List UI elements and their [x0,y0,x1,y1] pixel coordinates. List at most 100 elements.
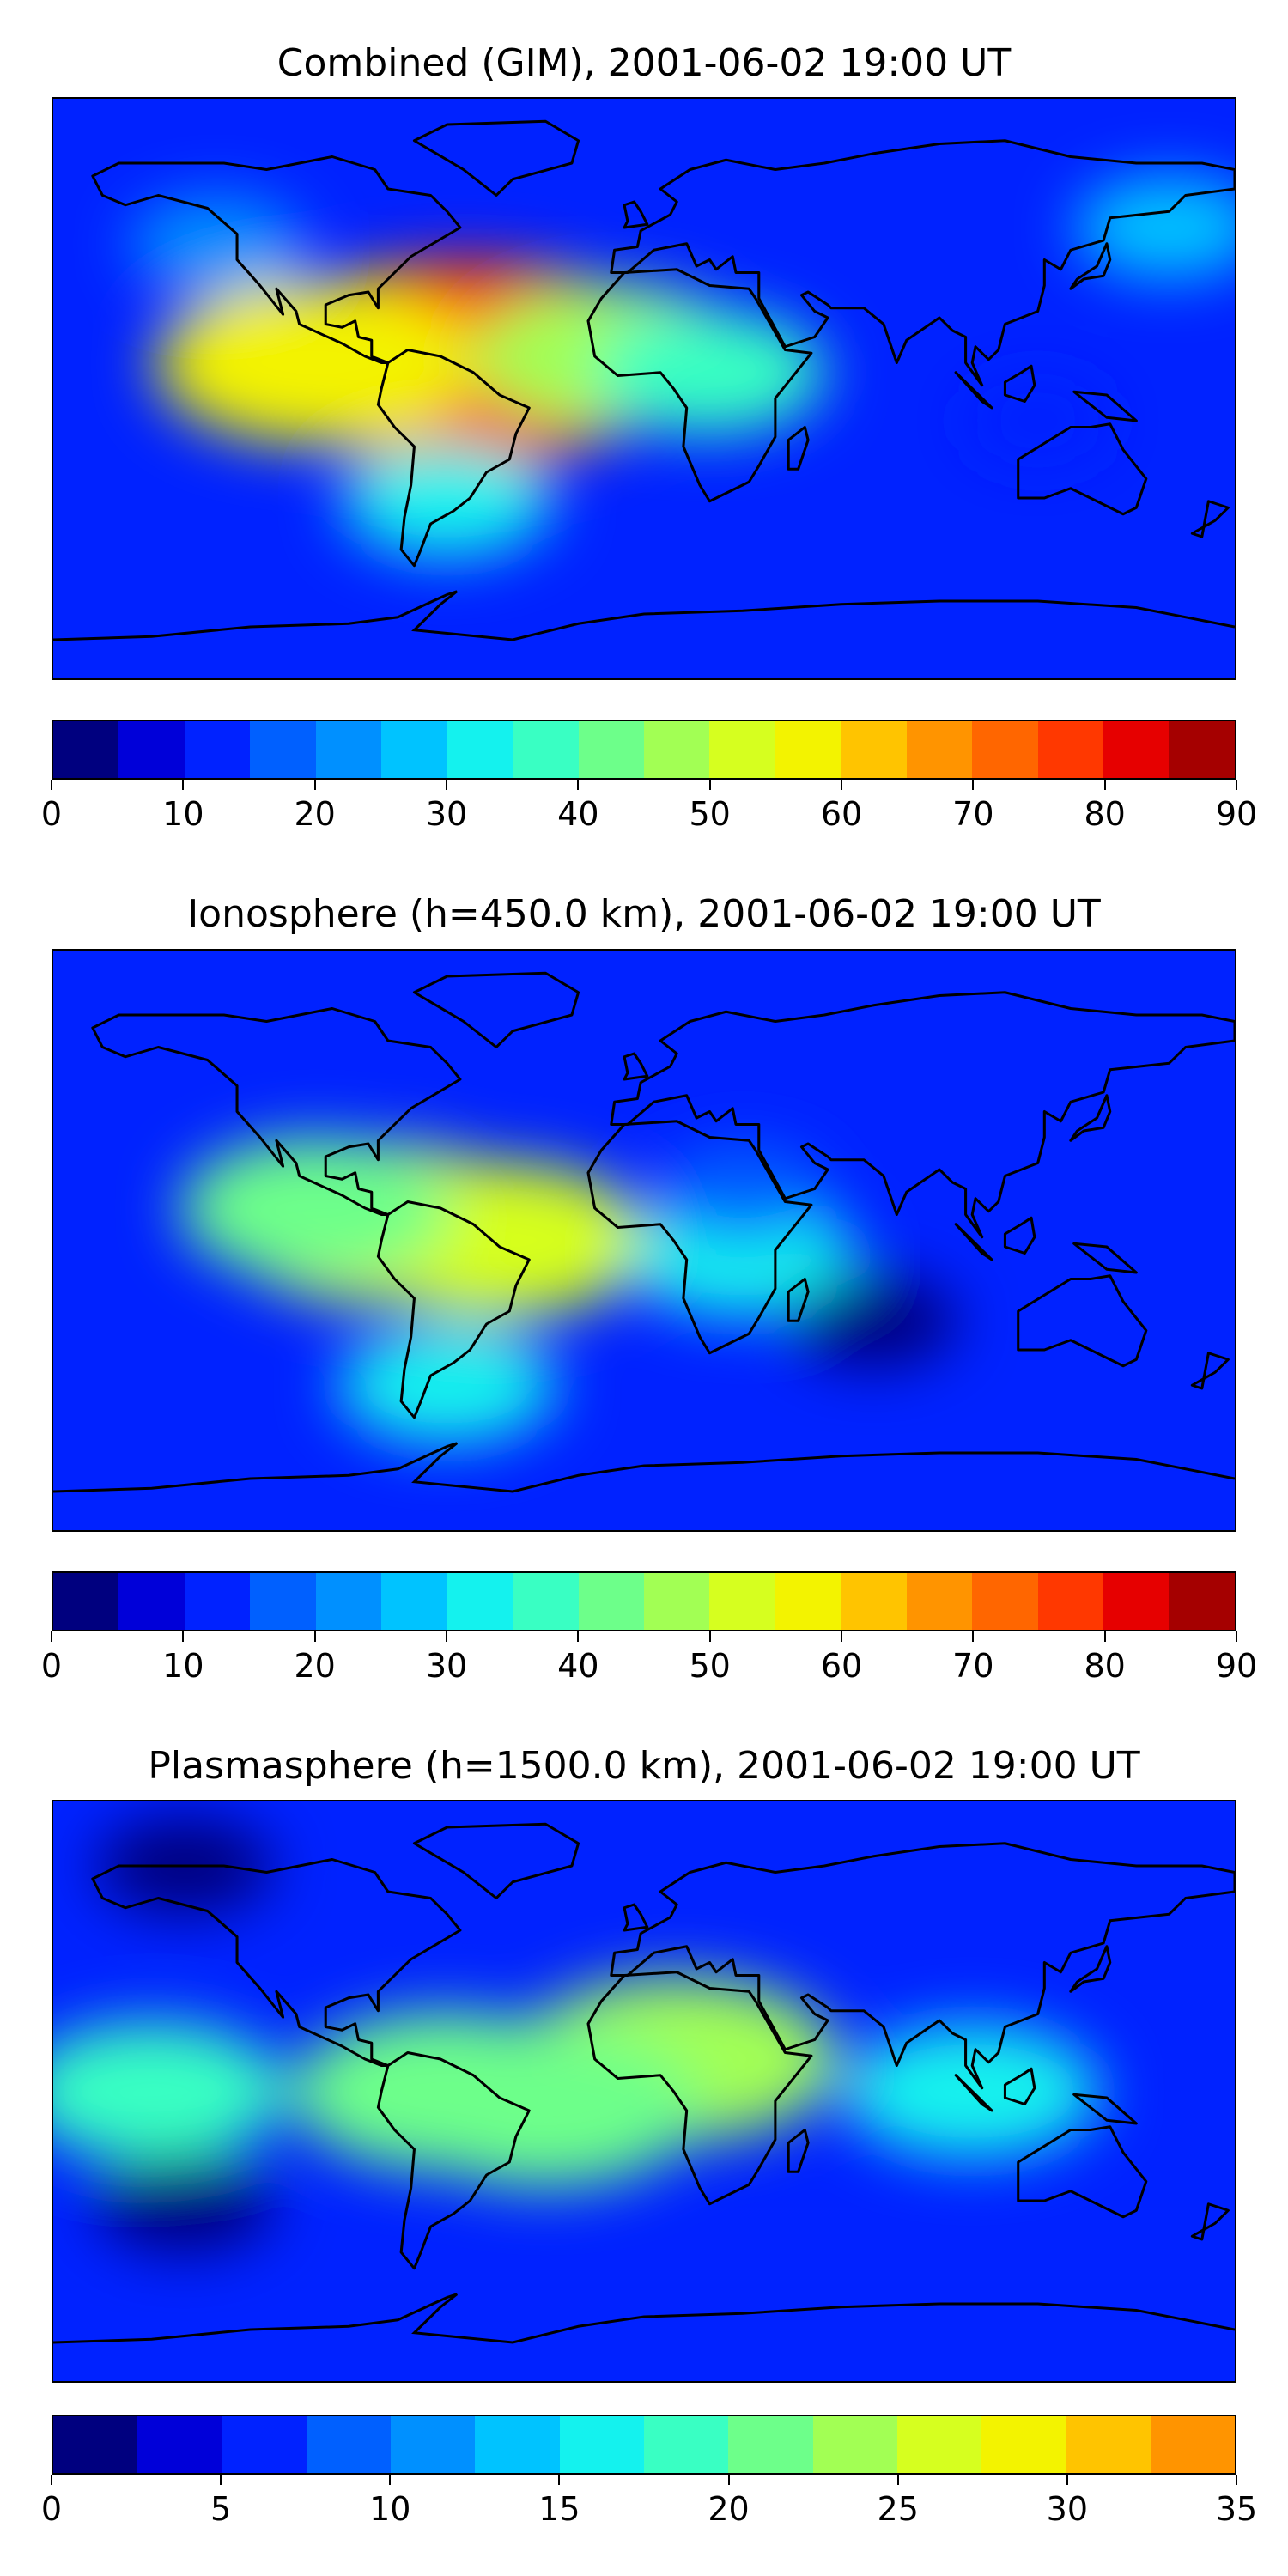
panel-1-tick-mark-1 [182,780,185,790]
panel-1-coastline-6 [623,200,649,229]
panel-2-colorbar-level-13 [906,1573,973,1630]
panel-1-tick-mark-0 [51,780,52,790]
panel-1-map [52,97,1236,680]
panel-2-tick-label-9: 90 [1215,1647,1258,1685]
panel-3-coastline-9 [954,2074,993,2112]
panel-3-coastline-2 [586,1971,813,2206]
panel-2-colorbar-level-4 [315,1573,382,1630]
panel-3-tick-mark-3 [558,2475,561,2485]
panel-1-colorbar-level-12 [841,721,907,778]
panel-2-colorbar-level-9 [643,1573,710,1630]
panel-1-coastline-10 [1003,364,1036,403]
panel-2-tick-label-0: 0 [40,1647,63,1685]
panel-2-tick-label-3: 30 [425,1647,468,1685]
panel-1-tick-mark-2 [313,780,316,790]
panel-3-map-svg [53,1801,1235,2381]
panel-1-colorbar-level-2 [184,721,251,778]
panel-1-colorbar-level-10 [709,721,775,778]
panel-2-coastline-2 [586,1120,813,1355]
panel-2-tick-mark-5 [708,1631,711,1642]
panel-1-feature-7 [968,380,1109,462]
panel-2-tick-mark-8 [1103,1631,1106,1642]
panel-1-coastline-antarctica [53,590,1235,641]
panel-3-tick-mark-0 [51,2475,52,2485]
panel-3-title: Plasmasphere (h=1500.0 km), 2001-06-02 1… [148,1744,1140,1788]
panel-2-colorbar-level-17 [1169,1573,1235,1630]
panel-2-coastline-4 [1017,1274,1148,1368]
panel-3-colorbar-level-4 [391,2416,476,2473]
panel-1-tick-label-7: 70 [952,795,994,833]
panel-1-field [130,176,1235,558]
panel-1-colorbar-level-6 [447,721,513,778]
panel-3-tick-label-4: 20 [708,2490,750,2528]
panel-2-map [52,949,1236,1532]
panel-2-coastline-9 [954,1223,993,1261]
panel-2-colorbar-level-1 [118,1573,185,1630]
panel-3-colorbar-level-1 [137,2416,222,2473]
panel-1-tick-label-5: 50 [689,795,731,833]
panel-2-tick-label-4: 40 [557,1647,599,1685]
panel-1-colorbar-level-4 [315,721,382,778]
panel-1-tick-label-8: 80 [1084,795,1126,833]
panel-2-tick-label-5: 50 [689,1647,731,1685]
panel-2-tick-label-1: 10 [162,1647,204,1685]
panel-2-coastline-5 [412,971,580,1048]
panel-1-feature-3 [593,310,826,434]
panel-3-colorbar-level-8 [728,2416,813,2473]
panel-3-coastline-12 [1190,2202,1230,2241]
panel-1-tick-mark-8 [1103,780,1106,790]
panel-2-tick-mark-0 [51,1631,52,1642]
panel-1-colorbar-level-1 [118,721,185,778]
panel-1-feature-5 [1074,176,1235,279]
panel-1-tick-mark-9 [1236,780,1237,790]
panel-1-colorbar-level-0 [53,721,119,778]
panel-3-tick-mark-5 [896,2475,899,2485]
panel-1-colorbar [52,720,1236,780]
panel-2-colorbar-ticks: 0 10 20 30 40 50 60 70 80 90 [41,1631,1257,1685]
panel-3-tick-label-5: 25 [877,2490,919,2528]
panel-3-colorbar-level-11 [981,2416,1066,2473]
panel-3-colorbar-level-7 [643,2416,729,2473]
panel-2-tick-label-6: 60 [820,1647,863,1685]
panel-2-colorbar-level-15 [1037,1573,1103,1630]
panel-2-colorbar-level-5 [381,1573,447,1630]
panel-2-coastline-8 [787,1278,810,1322]
panel-2-coastline-12 [1190,1352,1230,1390]
panel-3-coastline-5 [412,1822,580,1899]
panel-1-coastline-12 [1190,500,1230,538]
panel-2-field [179,1137,957,1444]
panel-3-coastline-10 [1003,2067,1036,2105]
panel-3-colorbar-level-10 [896,2416,982,2473]
panel-1-colorbar-level-11 [775,721,841,778]
panel-1-coastline-0 [91,155,462,364]
panel-1-tick-mark-6 [841,780,842,790]
panel-1-colorbar-level-17 [1169,721,1235,778]
panel-3-feature-2 [390,2027,702,2188]
panel-2-colorbar-level-8 [578,1573,644,1630]
panel-2-feature-4 [337,1327,556,1444]
panel-1-colorbar-level-3 [250,721,316,778]
panel-1-tick-mark-5 [708,780,711,790]
panel-3-tick-label-3: 15 [538,2490,580,2528]
panel-2-title: Ionosphere (h=450.0 km), 2001-06-02 19:0… [187,892,1101,936]
panel-1-coastlines [53,119,1235,641]
panel-3-coastline-7 [1069,1945,1112,1993]
panel-2-coastline-7 [1069,1094,1112,1142]
panel-1-colorbar-level-13 [906,721,973,778]
panel-2-tick-label-7: 70 [952,1647,994,1685]
panel-1-tick-label-4: 40 [557,795,599,833]
panel-2-coastline-0 [91,1007,462,1216]
panel-1-colorbar-level-15 [1037,721,1103,778]
panel-3-coastline-6 [623,1903,649,1932]
panel-3-colorbar-level-13 [1150,2416,1235,2473]
panel-3-coastline-11 [1072,2093,1138,2125]
panel-1-coastline-4 [1017,422,1148,516]
panel-1-feature-1 [155,281,476,445]
panel-2-coastline-6 [623,1052,649,1081]
panel-2-tick-mark-6 [841,1631,842,1642]
panel-3-colorbar-level-2 [222,2416,307,2473]
panel-3-colorbar-level-9 [812,2416,897,2473]
panel-3-tick-mark-7 [1236,2475,1237,2485]
panel-2-colorbar-level-10 [709,1573,775,1630]
panel-3-colorbar-level-5 [475,2416,560,2473]
